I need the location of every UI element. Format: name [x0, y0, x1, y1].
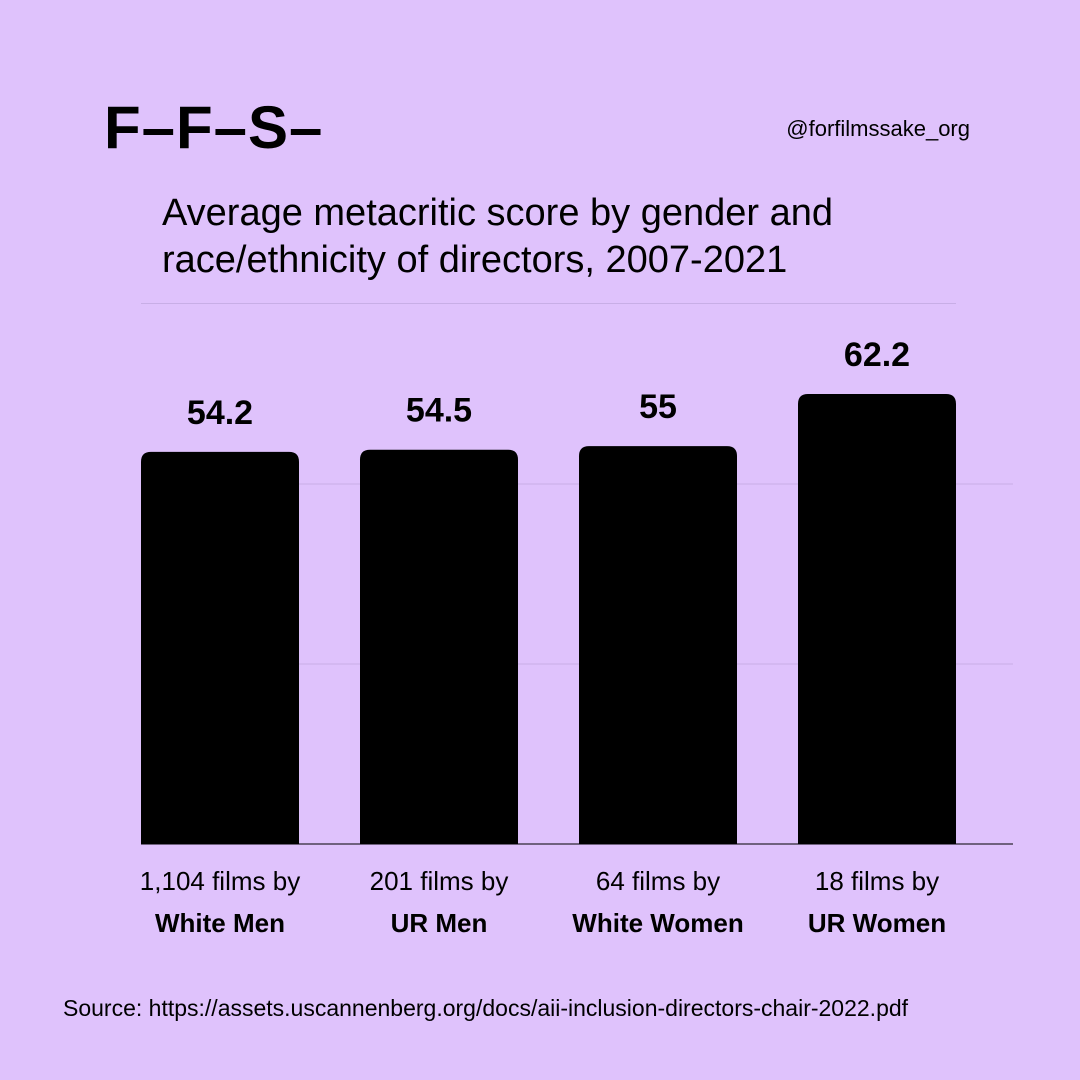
category-group-label: White Women — [572, 908, 743, 938]
category-count-label: 64 films by — [596, 866, 720, 896]
category-count-label: 1,104 films by — [140, 866, 300, 896]
category-group-label: UR Women — [808, 908, 946, 938]
title-divider — [141, 303, 956, 304]
source-note: Source: https://assets.uscannenberg.org/… — [63, 995, 909, 1021]
bar-white-men — [141, 451, 299, 844]
bar-white-women — [579, 446, 737, 844]
chart-title: Average metacritic score by gender and r… — [162, 192, 833, 281]
category-count-label: 18 films by — [815, 866, 939, 896]
category-group-label: UR Men — [391, 908, 488, 938]
ffs-logo: F–F–S– — [104, 94, 324, 161]
value-label: 62.2 — [844, 336, 910, 374]
category-count-label: 201 films by — [370, 866, 509, 896]
bar-ur-women — [798, 394, 956, 844]
value-label: 54.5 — [406, 392, 472, 430]
value-label: 55 — [639, 388, 677, 426]
social-handle: @forfilmssake_org — [786, 116, 970, 141]
category-group-label: White Men — [155, 908, 285, 938]
bar-ur-men — [360, 449, 518, 844]
value-label: 54.2 — [187, 394, 253, 432]
